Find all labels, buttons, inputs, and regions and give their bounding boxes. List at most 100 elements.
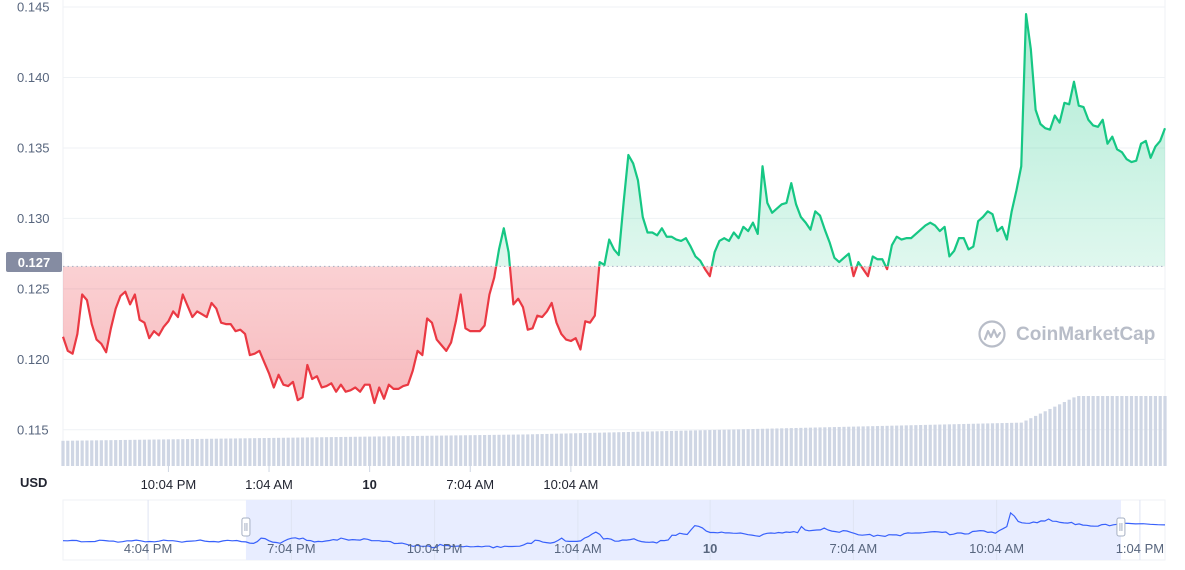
volume-bar (1048, 408, 1052, 466)
price-point (278, 374, 279, 375)
price-point (321, 387, 322, 388)
volume-bar (209, 438, 214, 466)
price-point (479, 331, 480, 332)
volume-bar (665, 431, 669, 466)
volume-bar (756, 428, 760, 466)
current-price-label: 0.127 (18, 255, 51, 270)
price-point (781, 204, 782, 205)
navigator-tick-label: 10 (703, 541, 717, 556)
volume-bar (535, 434, 539, 466)
volume-bar (267, 437, 271, 466)
volume-bar (181, 439, 185, 466)
volume-bar (358, 436, 362, 466)
volume-bar (674, 430, 678, 466)
volume-bar (1125, 396, 1129, 466)
volume-bar (94, 440, 99, 466)
price-point (67, 350, 68, 351)
volume-bar (171, 439, 175, 466)
volume-bar (1129, 396, 1134, 466)
price-point (163, 326, 164, 327)
volume-bar (626, 431, 630, 466)
volume-bar (219, 438, 223, 466)
volume-bar (1120, 396, 1124, 466)
volume-bar (832, 427, 836, 466)
price-point (221, 322, 222, 323)
price-point (934, 225, 935, 226)
volume-bar (243, 438, 247, 466)
volume-bar (880, 425, 884, 466)
navigator-handle-left[interactable] (241, 517, 251, 537)
volume-bar (1086, 396, 1090, 466)
price-point (1006, 239, 1007, 240)
volume-bar (645, 431, 650, 466)
price-point (1049, 129, 1050, 130)
price-point (709, 276, 710, 277)
price-point (288, 385, 289, 386)
volume-bar (837, 426, 841, 466)
price-line-down (61, 266, 889, 405)
price-point (637, 180, 638, 181)
price-point (537, 315, 538, 316)
price-point (661, 228, 662, 229)
volume-bar (444, 435, 448, 466)
price-point (336, 391, 337, 392)
price-point (211, 302, 212, 303)
volume-bar (717, 429, 722, 466)
price-point (1112, 136, 1113, 137)
volume-bar (305, 437, 309, 466)
price-point (513, 304, 514, 305)
volume-bar (727, 429, 731, 466)
volume-bar (693, 430, 698, 466)
price-point (1011, 211, 1012, 212)
volume-bar (415, 435, 420, 466)
volume-bar (439, 435, 444, 466)
price-point (561, 333, 562, 334)
volume-bar (530, 434, 535, 466)
volume-bar (559, 433, 563, 466)
volume-bar (713, 429, 717, 466)
volume-bar (372, 436, 377, 466)
price-point (62, 336, 63, 337)
range-navigator[interactable]: 4:04 PM 7:04 PM 10:04 PM 1:04 AM 10 7:04 AM 10… (62, 499, 1166, 561)
handle-grip (241, 517, 251, 537)
navigator-handle-right[interactable] (1116, 517, 1126, 537)
volume-bar (770, 428, 774, 466)
price-point (1035, 109, 1036, 110)
price-point (312, 378, 313, 379)
price-point (350, 390, 351, 391)
price-point (441, 345, 442, 346)
price-point (786, 202, 787, 203)
price-point (652, 232, 653, 233)
price-point (738, 238, 739, 239)
volume-bar (348, 436, 353, 466)
navigator-tick-label: 1:04 PM (1116, 541, 1164, 556)
volume-bar (253, 438, 257, 466)
volume-bar (1053, 406, 1057, 466)
navigator-line (62, 511, 1166, 549)
volume-bar (377, 436, 381, 466)
price-point (173, 311, 174, 312)
price-line-up (495, 12, 1167, 267)
price-point (973, 246, 974, 247)
volume-bar (152, 439, 156, 466)
price-point (455, 321, 456, 322)
price-point (680, 240, 681, 241)
volume-bar (1163, 396, 1167, 466)
price-point (206, 316, 207, 317)
price-point (412, 370, 413, 371)
price-point (359, 391, 360, 392)
x-tick-label: 10 (362, 477, 376, 492)
price-point (1155, 146, 1156, 147)
price-point (676, 239, 677, 240)
volume-bar (636, 431, 640, 466)
price-point (647, 232, 648, 233)
volume-bar (142, 439, 147, 466)
volume-bar (387, 436, 391, 466)
handle-grip (1116, 517, 1126, 537)
price-point (1126, 159, 1127, 160)
volume-bar (511, 434, 515, 466)
volume-bar (1101, 396, 1105, 466)
price-point (230, 323, 231, 324)
